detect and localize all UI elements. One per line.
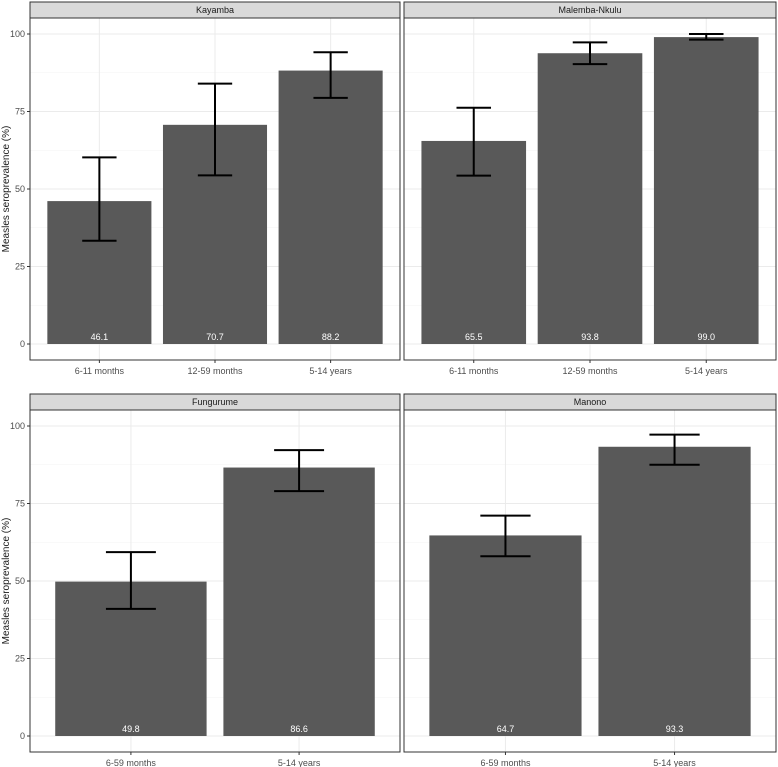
x-tick-label: 6-11 months <box>75 366 125 376</box>
x-tick-label: 5-14 years <box>685 366 728 376</box>
bar-value-label: 93.8 <box>581 332 599 342</box>
bar <box>429 535 582 736</box>
x-tick-label: 6-59 months <box>106 758 157 767</box>
y-axis-title: Measles seroprevalence (%) <box>1 518 12 645</box>
y-tick-label: 25 <box>15 654 25 664</box>
y-tick-label: 0 <box>20 339 25 349</box>
bar <box>223 467 375 736</box>
x-tick-label: 5-14 years <box>278 758 321 767</box>
panel-3: Manono 64.7 6-59 months 93.3 5-14 years <box>403 393 777 767</box>
bar-value-label: 64.7 <box>497 724 515 734</box>
error-bar <box>649 433 700 466</box>
error-bar <box>274 449 325 493</box>
bar-value-label: 88.2 <box>322 332 340 342</box>
bar <box>537 53 643 344</box>
panel-1: Malemba-Nkulu 65.5 6-11 months 93.8 12-59 mo… <box>403 1 777 376</box>
y-tick-label: 50 <box>15 184 25 194</box>
x-tick-label: 6-11 months <box>449 366 499 376</box>
panel-0: Kayamba 46.1 6-11 months 70.7 12-59 months 88… <box>1 1 401 376</box>
y-tick-label: 0 <box>20 731 25 741</box>
panel-2: Fungurume 49.8 6-59 months 86.6 5-14 years 0 2… <box>1 393 401 767</box>
x-tick-label: 12-59 months <box>187 366 243 376</box>
bar-value-label: 65.5 <box>465 332 483 342</box>
bar-value-label: 70.7 <box>206 332 224 342</box>
panel-border <box>403 17 777 361</box>
error-bar <box>197 82 233 177</box>
error-bar <box>572 41 608 66</box>
y-tick-label: 75 <box>15 107 25 117</box>
bar-value-label: 49.8 <box>122 724 140 734</box>
bar-value-label: 46.1 <box>91 332 109 342</box>
x-tick-label: 5-14 years <box>309 366 352 376</box>
facet-title: Fungurume <box>192 397 238 407</box>
bar-value-label: 99.0 <box>697 332 715 342</box>
bar <box>598 446 751 736</box>
x-tick-label: 5-14 years <box>653 758 696 767</box>
facet-title: Kayamba <box>196 5 234 15</box>
y-tick-label: 50 <box>15 576 25 586</box>
error-bar <box>105 551 156 610</box>
error-bar <box>313 51 348 99</box>
bar-value-label: 93.3 <box>666 724 684 734</box>
bar <box>653 37 759 344</box>
x-tick-label: 12-59 months <box>562 366 618 376</box>
error-bar <box>688 33 724 41</box>
y-axis-title: Measles seroprevalence (%) <box>1 126 12 253</box>
error-bar <box>480 514 531 558</box>
bar <box>278 70 383 344</box>
y-tick-label: 75 <box>15 499 25 509</box>
y-tick-label: 25 <box>15 262 25 272</box>
bar-value-label: 86.6 <box>290 724 308 734</box>
facet-title: Manono <box>574 397 607 407</box>
error-bar <box>82 156 117 242</box>
y-tick-label: 100 <box>10 421 25 431</box>
panel-border <box>403 409 777 753</box>
x-tick-label: 6-59 months <box>480 758 531 767</box>
y-tick-label: 100 <box>10 29 25 39</box>
error-bar <box>456 106 492 177</box>
facet-title: Malemba-Nkulu <box>558 5 621 15</box>
